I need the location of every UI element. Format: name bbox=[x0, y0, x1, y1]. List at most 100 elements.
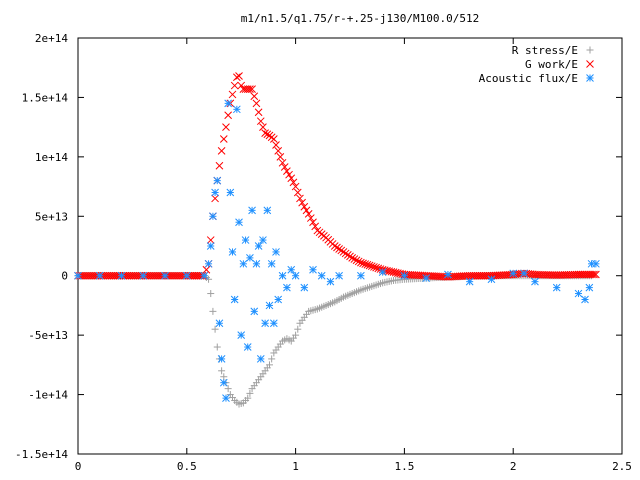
data-point bbox=[291, 182, 300, 191]
data-point bbox=[294, 325, 302, 333]
data-point bbox=[211, 325, 219, 333]
data-point bbox=[274, 147, 283, 155]
data-point bbox=[256, 117, 265, 126]
data-point bbox=[230, 295, 239, 304]
data-point bbox=[211, 194, 219, 203]
data-point bbox=[206, 236, 215, 244]
data-point bbox=[113, 271, 122, 280]
data-point bbox=[135, 271, 144, 280]
data-point bbox=[228, 248, 237, 256]
data-point bbox=[127, 271, 136, 280]
data-point bbox=[326, 277, 335, 286]
y-tick-label: 1.5e+14 bbox=[22, 91, 69, 104]
data-point bbox=[354, 257, 363, 266]
data-point bbox=[190, 271, 199, 280]
data-point bbox=[239, 259, 248, 268]
data-point bbox=[207, 290, 215, 298]
data-point bbox=[283, 167, 291, 175]
data-point bbox=[235, 72, 243, 80]
data-point bbox=[574, 289, 583, 298]
data-point bbox=[123, 271, 132, 280]
data-point bbox=[145, 271, 154, 280]
data-point bbox=[222, 394, 230, 402]
data-point bbox=[232, 105, 241, 114]
data-point bbox=[361, 260, 370, 268]
data-point bbox=[263, 206, 272, 215]
data-point bbox=[471, 271, 480, 280]
x-tick-label: 1.5 bbox=[394, 460, 414, 473]
data-point bbox=[218, 367, 226, 375]
data-point bbox=[550, 271, 559, 279]
data-point bbox=[177, 271, 185, 280]
data-point bbox=[300, 202, 309, 211]
data-point bbox=[103, 271, 112, 280]
data-point bbox=[173, 271, 181, 280]
data-point bbox=[206, 242, 215, 250]
data-point bbox=[586, 270, 594, 279]
data-point bbox=[289, 178, 298, 187]
data-point bbox=[86, 271, 94, 280]
data-point bbox=[215, 319, 224, 328]
data-point bbox=[133, 271, 142, 280]
data-point bbox=[300, 283, 309, 292]
data-point bbox=[217, 355, 226, 363]
data-point bbox=[276, 153, 285, 161]
data-point bbox=[169, 271, 177, 280]
data-point bbox=[581, 295, 589, 304]
data-point bbox=[479, 271, 488, 280]
data-point bbox=[109, 271, 118, 280]
data-point bbox=[125, 271, 134, 280]
series-cross bbox=[74, 72, 600, 281]
data-point bbox=[370, 263, 378, 271]
data-point bbox=[219, 135, 228, 143]
data-point bbox=[592, 270, 600, 279]
data-point bbox=[274, 295, 283, 304]
data-point bbox=[585, 283, 594, 292]
data-point bbox=[167, 271, 175, 280]
x-tick-label: 0 bbox=[75, 460, 82, 473]
data-point bbox=[196, 271, 205, 280]
series-star bbox=[74, 99, 600, 402]
data-point bbox=[178, 271, 187, 280]
data-point bbox=[309, 218, 317, 227]
data-point bbox=[467, 271, 476, 280]
data-point bbox=[186, 271, 195, 280]
data-point bbox=[357, 271, 365, 280]
x-tick-label: 0.5 bbox=[177, 460, 197, 473]
data-point bbox=[296, 194, 304, 203]
data-point bbox=[304, 210, 313, 218]
data-point bbox=[74, 271, 82, 280]
data-point bbox=[235, 218, 243, 227]
data-point bbox=[254, 108, 263, 117]
data-point bbox=[101, 271, 110, 280]
data-point bbox=[192, 271, 201, 280]
data-point bbox=[143, 271, 152, 280]
data-point bbox=[78, 271, 86, 280]
data-point bbox=[317, 271, 326, 280]
data-point bbox=[269, 135, 278, 143]
data-point bbox=[246, 254, 254, 262]
data-point bbox=[248, 85, 256, 93]
data-point bbox=[263, 130, 272, 139]
data-point bbox=[147, 271, 156, 280]
data-point bbox=[422, 274, 431, 282]
data-point bbox=[252, 99, 261, 108]
data-point bbox=[400, 271, 409, 280]
data-point bbox=[202, 265, 211, 274]
series-layer bbox=[74, 72, 600, 408]
data-point bbox=[151, 271, 160, 280]
x-tick-label: 1 bbox=[292, 460, 299, 473]
data-point bbox=[520, 269, 528, 278]
data-point bbox=[243, 343, 252, 351]
data-point bbox=[237, 331, 246, 339]
data-point bbox=[224, 99, 232, 108]
data-point bbox=[287, 174, 296, 183]
series-plus bbox=[74, 272, 596, 408]
data-point bbox=[131, 271, 140, 280]
data-point bbox=[265, 361, 273, 369]
data-point bbox=[219, 378, 228, 387]
x-tick-label: 2.5 bbox=[612, 460, 632, 473]
data-point bbox=[574, 270, 583, 279]
data-point bbox=[259, 236, 267, 244]
data-point bbox=[165, 271, 173, 280]
